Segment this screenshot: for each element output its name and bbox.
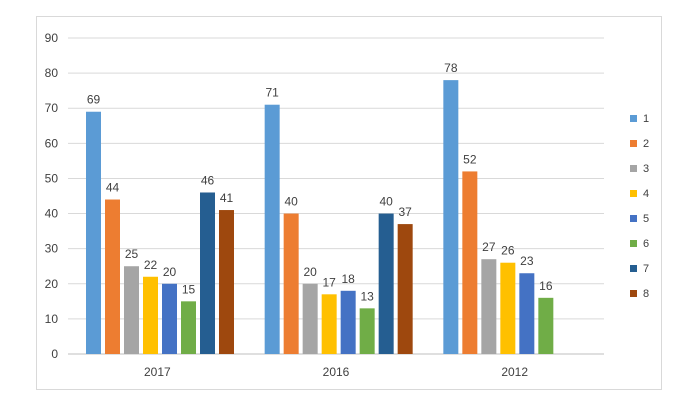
data-label: 37 xyxy=(398,205,412,219)
bar-2016-series-8 xyxy=(397,224,413,354)
data-label: 25 xyxy=(125,247,139,261)
legend-swatch-1 xyxy=(630,115,637,122)
data-label: 41 xyxy=(220,191,234,205)
bar-2017-series-7 xyxy=(200,192,215,354)
bar-2017-series-6 xyxy=(181,301,196,354)
bar-2016-series-5 xyxy=(340,290,356,354)
bar-2017-series-4 xyxy=(143,276,158,354)
legend-swatch-7 xyxy=(630,265,637,272)
data-label: 20 xyxy=(303,265,317,279)
legend-label-7: 7 xyxy=(643,263,649,275)
legend-swatch-2 xyxy=(630,140,637,147)
category-label-2017: 2017 xyxy=(144,365,171,379)
y-tick-label: 90 xyxy=(45,31,59,45)
bar-2016-series-2 xyxy=(283,213,299,354)
bar-2016-series-7 xyxy=(378,213,394,354)
data-label: 23 xyxy=(520,254,534,268)
bar-2017-series-5 xyxy=(162,283,177,354)
legend-swatch-4 xyxy=(630,190,637,197)
bar-2016-series-4 xyxy=(321,294,337,354)
data-label: 16 xyxy=(539,279,553,293)
y-tick-label: 60 xyxy=(45,136,59,150)
category-label-2012: 2012 xyxy=(501,365,528,379)
legend-swatch-5 xyxy=(630,215,637,222)
bar-2012-series-3 xyxy=(481,259,497,354)
data-label: 15 xyxy=(182,282,196,296)
bar-2017-series-8 xyxy=(219,210,234,354)
legend-swatch-3 xyxy=(630,165,637,172)
data-label: 17 xyxy=(322,275,336,289)
y-tick-label: 50 xyxy=(45,171,59,185)
data-label: 26 xyxy=(501,244,515,258)
y-tick-label: 80 xyxy=(45,66,59,80)
y-tick-label: 40 xyxy=(45,207,59,221)
y-tick-label: 30 xyxy=(45,242,59,256)
data-label: 13 xyxy=(360,289,374,303)
bar-2012-series-5 xyxy=(519,273,535,354)
data-label: 52 xyxy=(463,152,477,166)
y-tick-label: 0 xyxy=(51,347,58,361)
legend-label-2: 2 xyxy=(643,138,649,150)
data-label: 20 xyxy=(163,265,177,279)
data-label: 40 xyxy=(284,195,298,209)
category-label-2016: 2016 xyxy=(323,365,350,379)
legend-label-8: 8 xyxy=(643,288,649,300)
data-label: 40 xyxy=(379,195,393,209)
legend-swatch-8 xyxy=(630,290,637,297)
data-label: 71 xyxy=(265,86,279,100)
legend-label-3: 3 xyxy=(643,163,649,175)
legend-label-5: 5 xyxy=(643,213,649,225)
bar-2017-series-1 xyxy=(86,111,101,354)
legend-label-4: 4 xyxy=(643,188,649,200)
legend-label-1: 1 xyxy=(643,113,649,125)
data-label: 69 xyxy=(87,93,101,107)
bar-2012-series-4 xyxy=(500,262,516,354)
bar-2012-series-6 xyxy=(538,297,554,354)
data-label: 46 xyxy=(201,173,215,187)
bar-2012-series-1 xyxy=(443,80,459,354)
bar-2016-series-6 xyxy=(359,308,375,354)
bar-2016-series-1 xyxy=(264,104,280,354)
y-tick-label: 20 xyxy=(45,277,59,291)
data-label: 78 xyxy=(444,61,458,75)
y-tick-label: 70 xyxy=(45,101,59,115)
legend-swatch-6 xyxy=(630,240,637,247)
data-label: 18 xyxy=(341,272,355,286)
data-label: 44 xyxy=(106,181,120,195)
data-label: 22 xyxy=(144,258,158,272)
bar-2017-series-2 xyxy=(105,199,120,354)
legend-label-6: 6 xyxy=(643,238,649,250)
y-tick-label: 10 xyxy=(45,312,59,326)
bar-2012-series-2 xyxy=(462,171,478,354)
data-label: 27 xyxy=(482,240,496,254)
bar-2017-series-3 xyxy=(124,266,139,354)
bar-2016-series-3 xyxy=(302,283,318,354)
